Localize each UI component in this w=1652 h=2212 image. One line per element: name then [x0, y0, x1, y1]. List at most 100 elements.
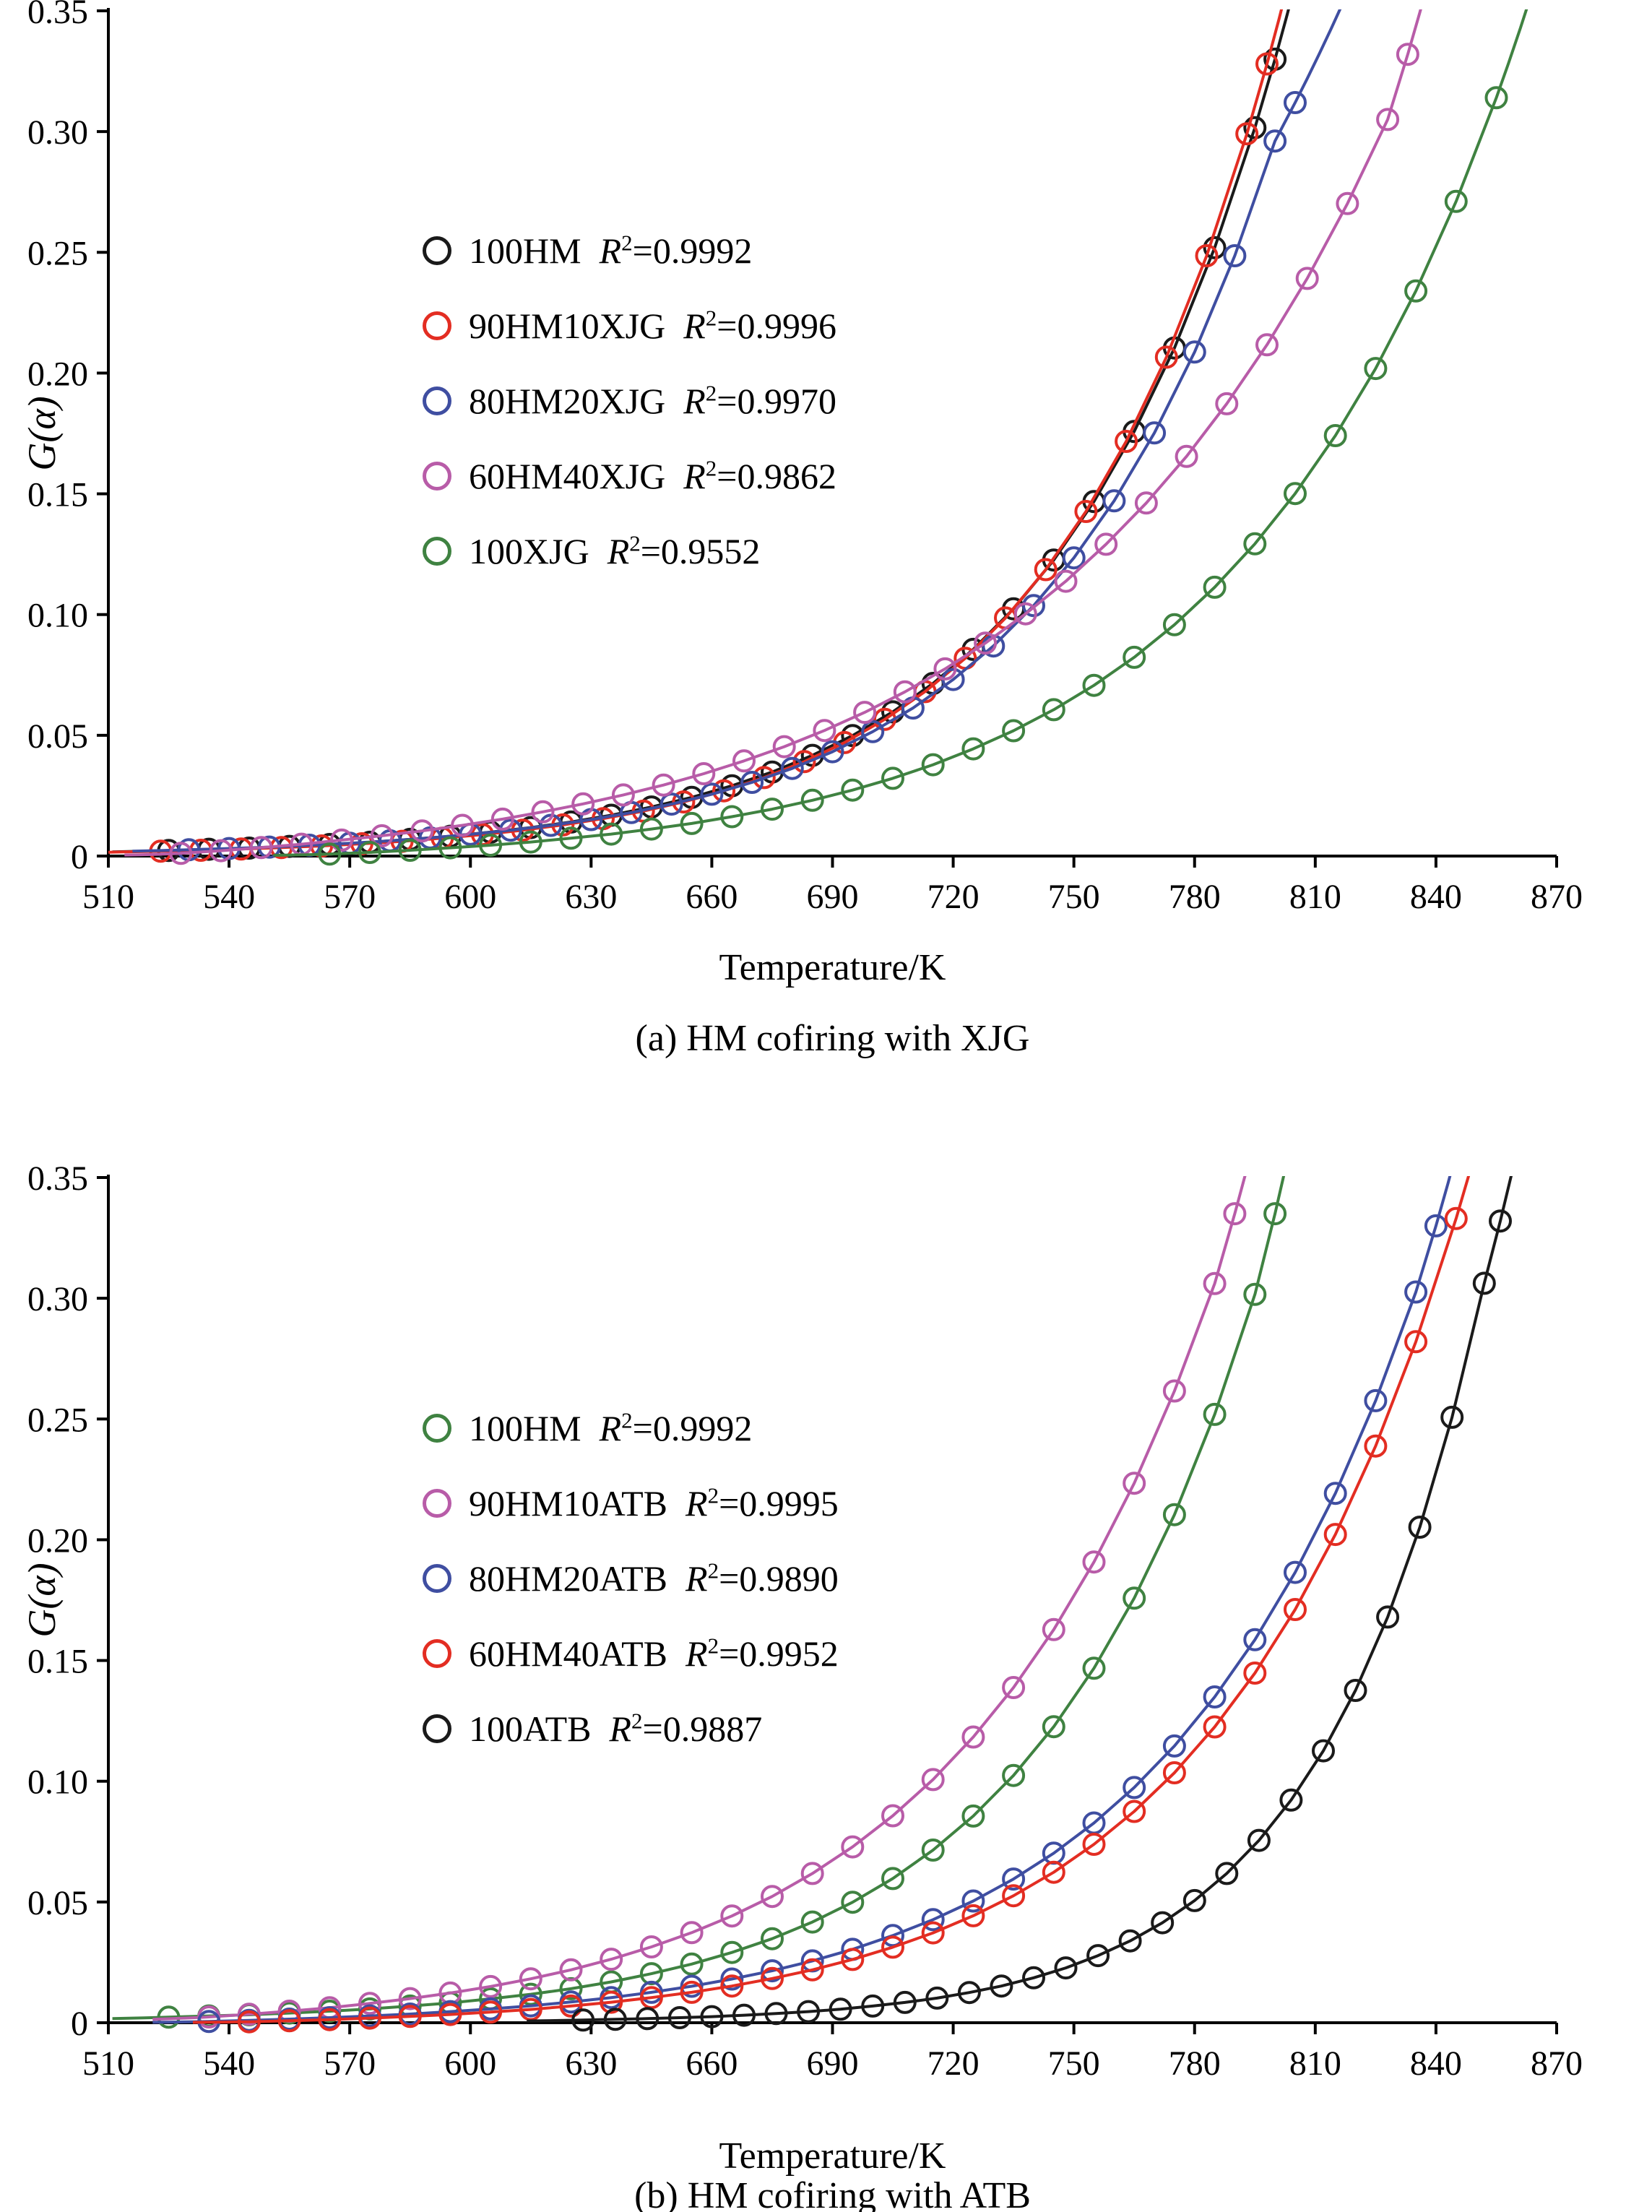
- data-point-100HM: [1203, 236, 1227, 259]
- data-point-100HM: [800, 1910, 824, 1934]
- data-point-100XJG: [639, 817, 663, 841]
- data-point-100ATB: [1440, 1405, 1464, 1429]
- data-point-100ATB: [1344, 1679, 1367, 1702]
- data-point-100HM: [1123, 1586, 1146, 1610]
- data-point-80HM20ATB: [1123, 1776, 1146, 1800]
- legend-label: 100HM R2=0.9992: [469, 230, 753, 271]
- data-point-100XJG: [318, 842, 342, 866]
- data-point-100ATB: [1054, 1956, 1078, 1980]
- data-point-80HM20XJG: [780, 756, 804, 780]
- data-point-100HM: [1082, 1656, 1106, 1680]
- y-tick-label: 0.25: [27, 1401, 88, 1439]
- data-point-60HM40XJG: [490, 807, 514, 831]
- legend-label: 60HM40ATB R2=0.9952: [469, 1633, 839, 1674]
- data-point-100XJG: [479, 834, 503, 857]
- data-point-60HM40XJG: [1215, 392, 1239, 415]
- data-point-60HM40ATB: [479, 2000, 503, 2024]
- data-point-60HM40ATB: [318, 2008, 342, 2031]
- data-point-60HM40XJG: [370, 824, 394, 847]
- data-point-100ATB: [797, 2000, 821, 2023]
- data-point-60HM40XJG: [813, 719, 836, 743]
- data-point-100XJG: [761, 798, 784, 821]
- data-point-90HM10XJG: [1115, 430, 1138, 453]
- legend-item: 60HM40ATB R2=0.9952: [423, 1616, 839, 1691]
- data-point-90HM10ATB: [1203, 1271, 1227, 1295]
- data-point-60HM40XJG: [933, 657, 957, 681]
- x-tick-label: 870: [1531, 878, 1583, 916]
- x-tick-label: 810: [1289, 2044, 1341, 2083]
- data-point-100XJG: [1243, 532, 1267, 556]
- data-point-100ATB: [1472, 1271, 1496, 1295]
- x-tick-label: 780: [1169, 2044, 1221, 2083]
- data-point-60HM40ATB: [680, 1980, 704, 2004]
- panel-b: 510 540 570 600 630 660 690 720 750 780 810 840 870 0…: [0, 1134, 1652, 2212]
- data-point-80HM20XJG: [700, 782, 724, 806]
- legend-item: 100HM R2=0.9992: [423, 213, 836, 288]
- y-tick-label: 0.05: [27, 1884, 88, 1922]
- legend-label: 90HM10XJG R2=0.9996: [469, 305, 836, 346]
- x-tick-label: 840: [1410, 2044, 1462, 2083]
- data-point-100ATB: [764, 2002, 788, 2026]
- data-point-90HM10XJG: [1195, 244, 1219, 267]
- y-tick-label: 0.15: [27, 1643, 88, 1681]
- data-point-90HM10ATB: [1162, 1379, 1186, 1403]
- plot-a-x-axis-label: Temperature/K: [719, 947, 946, 988]
- data-point-100ATB: [1182, 1888, 1206, 1912]
- data-point-100XJG: [841, 778, 865, 802]
- data-point-100XJG: [1123, 645, 1146, 669]
- y-tick-label: 0: [71, 838, 88, 876]
- y-tick-label: 0.30: [27, 1280, 88, 1318]
- data-point-60HM40ATB: [761, 1966, 784, 1990]
- data-point-100XJG: [358, 841, 381, 864]
- x-tick-label: 810: [1289, 878, 1341, 916]
- y-tick-label: 0.25: [27, 234, 88, 272]
- data-point-80HM20ATB: [1284, 1560, 1307, 1584]
- data-point-80HM20XJG: [659, 792, 683, 816]
- data-point-100XJG: [1444, 189, 1468, 213]
- legend-label: 60HM40XJG R2=0.9862: [469, 455, 836, 496]
- plot-a-chart: 510 540 570 600 630 660 690 720 750 780 810 840 870 0…: [27, 0, 1583, 916]
- data-point-90HM10ATB: [800, 1862, 824, 1885]
- data-point-100ATB: [1312, 1739, 1335, 1763]
- legend-marker-circle-icon: [423, 1564, 451, 1593]
- data-point-100HM: [639, 1962, 663, 1986]
- y-tick-label: 0: [71, 2005, 88, 2043]
- data-point-100HM: [1002, 1763, 1026, 1787]
- data-point-60HM40XJG: [1255, 333, 1279, 357]
- data-point-100XJG: [1203, 575, 1227, 599]
- data-point-90HM10XJG: [672, 790, 696, 814]
- data-point-60HM40ATB: [559, 1994, 583, 2018]
- y-tick-label: 0.15: [27, 476, 88, 514]
- x-tick-label: 720: [927, 878, 979, 916]
- data-point-60HM40XJG: [209, 839, 233, 863]
- data-point-60HM40XJG: [330, 828, 353, 852]
- legend-marker-circle-icon: [423, 462, 451, 491]
- data-point-90HM10ATB: [1123, 1472, 1146, 1495]
- data-point-80HM20ATB: [921, 1908, 945, 1932]
- data-point-100XJG: [1484, 86, 1508, 110]
- data-point-60HM40XJG: [611, 783, 635, 807]
- data-point-100HM: [1243, 1282, 1267, 1306]
- fit-line-100XJG: [273, 9, 1528, 857]
- data-point-90HM10ATB: [1082, 1550, 1106, 1574]
- x-tick-label: 750: [1048, 2044, 1100, 2083]
- data-point-60HM40XJG: [1134, 491, 1158, 515]
- x-tick-label: 630: [565, 878, 617, 916]
- data-point-90HM10XJG: [1034, 558, 1058, 582]
- data-point-100ATB: [1151, 1911, 1175, 1935]
- data-point-100ATB: [603, 2008, 627, 2031]
- data-point-80HM20ATB: [1404, 1280, 1428, 1304]
- data-point-90HM10ATB: [600, 1948, 623, 1971]
- data-point-60HM40ATB: [1082, 1833, 1106, 1856]
- data-point-90HM10ATB: [680, 1921, 704, 1945]
- x-tick-label: 870: [1531, 2044, 1583, 2083]
- legend-marker-circle-icon: [423, 386, 451, 415]
- data-point-60HM40ATB: [1123, 1800, 1146, 1823]
- legend-marker-circle-icon: [423, 537, 451, 566]
- legend-item: 100HM R2=0.9992: [423, 1391, 839, 1466]
- data-point-100ATB: [1247, 1828, 1271, 1852]
- data-point-60HM40XJG: [451, 813, 475, 837]
- fit-line-60HM40XJG: [124, 9, 1422, 857]
- data-point-90HM10XJG: [792, 750, 816, 774]
- data-point-100HM: [921, 1839, 945, 1862]
